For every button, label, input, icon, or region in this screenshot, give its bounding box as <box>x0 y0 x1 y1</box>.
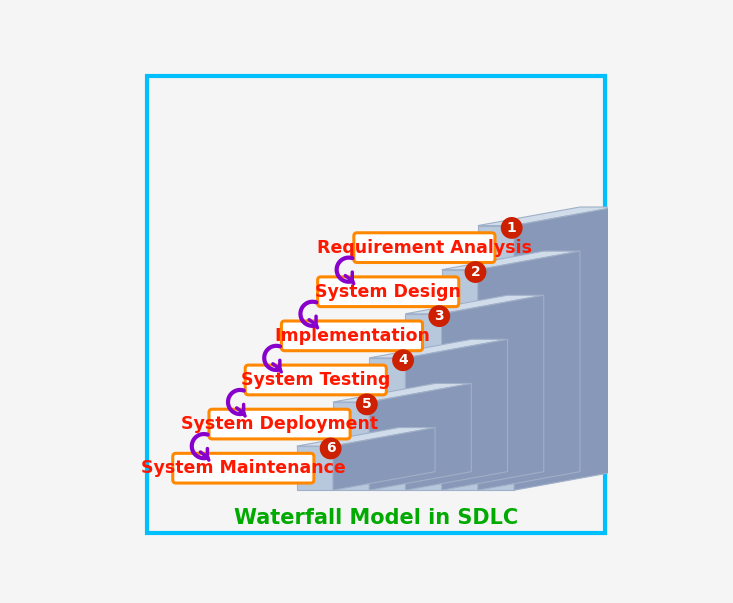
Circle shape <box>320 438 341 459</box>
Polygon shape <box>333 384 471 402</box>
Polygon shape <box>405 295 544 314</box>
Text: 2: 2 <box>471 265 480 279</box>
Circle shape <box>357 394 377 414</box>
Polygon shape <box>297 428 435 446</box>
Text: 3: 3 <box>435 309 444 323</box>
Polygon shape <box>297 446 333 490</box>
Polygon shape <box>369 358 405 490</box>
Text: Waterfall Model in SDLC: Waterfall Model in SDLC <box>234 508 517 528</box>
Polygon shape <box>369 384 471 490</box>
Text: System Testing: System Testing <box>241 371 391 389</box>
Text: System Deployment: System Deployment <box>181 415 378 433</box>
Polygon shape <box>405 314 441 490</box>
Circle shape <box>393 350 413 370</box>
Text: 6: 6 <box>325 441 336 455</box>
Text: Implementation: Implementation <box>274 327 430 345</box>
Polygon shape <box>441 295 544 490</box>
Polygon shape <box>333 428 435 490</box>
Circle shape <box>465 262 486 282</box>
Polygon shape <box>369 339 507 358</box>
Text: System Maintenance: System Maintenance <box>141 459 346 477</box>
FancyBboxPatch shape <box>281 321 422 351</box>
FancyBboxPatch shape <box>246 365 386 395</box>
Polygon shape <box>478 207 616 226</box>
FancyBboxPatch shape <box>354 233 495 262</box>
FancyBboxPatch shape <box>147 75 605 534</box>
Circle shape <box>429 306 449 326</box>
Text: 1: 1 <box>507 221 517 235</box>
Polygon shape <box>333 402 369 490</box>
Polygon shape <box>405 339 507 490</box>
Text: System Design: System Design <box>315 283 461 301</box>
Polygon shape <box>441 270 478 490</box>
Circle shape <box>501 218 522 238</box>
Polygon shape <box>478 251 580 490</box>
Polygon shape <box>514 207 616 490</box>
Text: Requirement Analysis: Requirement Analysis <box>317 239 532 257</box>
FancyBboxPatch shape <box>173 453 314 483</box>
Polygon shape <box>478 226 514 490</box>
Polygon shape <box>441 251 580 270</box>
FancyBboxPatch shape <box>317 277 459 306</box>
Text: 4: 4 <box>398 353 408 367</box>
Text: 5: 5 <box>362 397 372 411</box>
FancyBboxPatch shape <box>209 409 350 439</box>
